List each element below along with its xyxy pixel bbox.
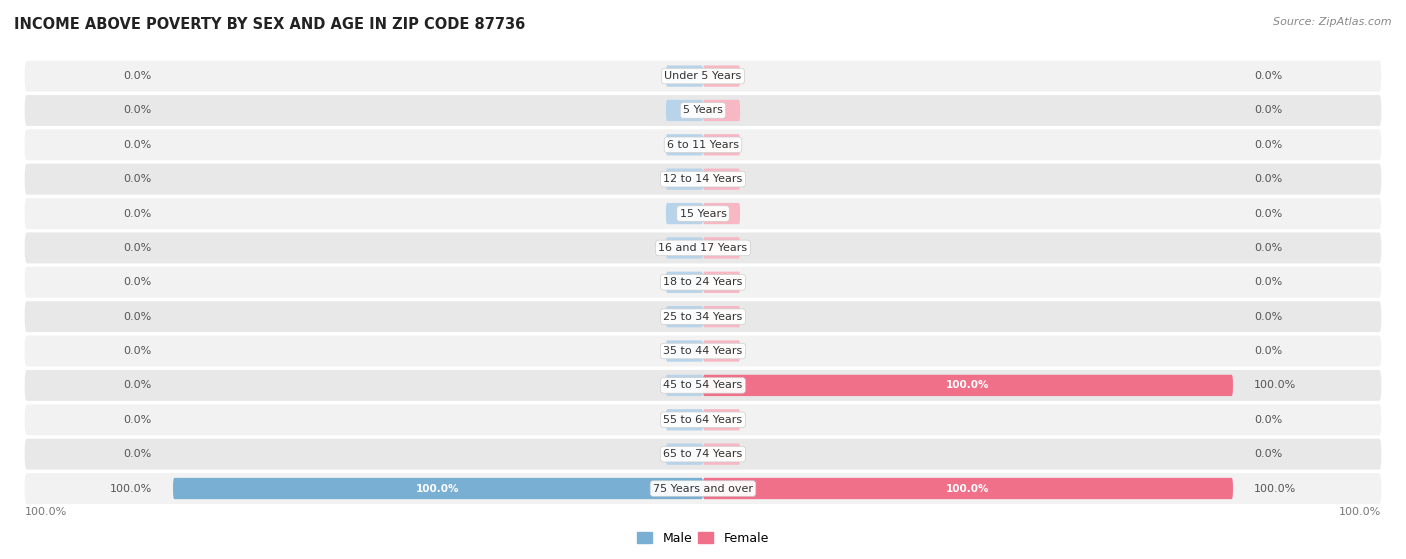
FancyBboxPatch shape — [703, 203, 740, 224]
Text: 0.0%: 0.0% — [1254, 277, 1282, 287]
Text: 0.0%: 0.0% — [1254, 243, 1282, 253]
Text: 0.0%: 0.0% — [1254, 449, 1282, 459]
Text: 100.0%: 100.0% — [110, 484, 152, 494]
Text: 0.0%: 0.0% — [124, 106, 152, 116]
Text: 0.0%: 0.0% — [1254, 346, 1282, 356]
Text: 100.0%: 100.0% — [1254, 484, 1296, 494]
FancyBboxPatch shape — [703, 272, 740, 293]
Text: 100.0%: 100.0% — [25, 507, 67, 517]
Legend: Male, Female: Male, Female — [633, 527, 773, 550]
FancyBboxPatch shape — [703, 306, 740, 328]
FancyBboxPatch shape — [703, 375, 1233, 396]
Text: INCOME ABOVE POVERTY BY SEX AND AGE IN ZIP CODE 87736: INCOME ABOVE POVERTY BY SEX AND AGE IN Z… — [14, 17, 526, 32]
FancyBboxPatch shape — [666, 409, 703, 430]
Text: 0.0%: 0.0% — [1254, 71, 1282, 81]
FancyBboxPatch shape — [703, 100, 740, 121]
FancyBboxPatch shape — [703, 65, 740, 87]
Text: 35 to 44 Years: 35 to 44 Years — [664, 346, 742, 356]
FancyBboxPatch shape — [25, 404, 1381, 435]
FancyBboxPatch shape — [666, 203, 703, 224]
Text: 5 Years: 5 Years — [683, 106, 723, 116]
Text: 45 to 54 Years: 45 to 54 Years — [664, 380, 742, 390]
Text: 6 to 11 Years: 6 to 11 Years — [666, 140, 740, 150]
FancyBboxPatch shape — [25, 164, 1381, 195]
Text: 0.0%: 0.0% — [1254, 106, 1282, 116]
FancyBboxPatch shape — [703, 340, 740, 362]
FancyBboxPatch shape — [703, 443, 740, 465]
FancyBboxPatch shape — [666, 168, 703, 190]
Text: 75 Years and over: 75 Years and over — [652, 484, 754, 494]
FancyBboxPatch shape — [25, 335, 1381, 367]
Text: 0.0%: 0.0% — [124, 380, 152, 390]
Text: 25 to 34 Years: 25 to 34 Years — [664, 312, 742, 321]
FancyBboxPatch shape — [703, 168, 740, 190]
Text: 0.0%: 0.0% — [124, 277, 152, 287]
Text: 16 and 17 Years: 16 and 17 Years — [658, 243, 748, 253]
FancyBboxPatch shape — [666, 340, 703, 362]
Text: 0.0%: 0.0% — [124, 71, 152, 81]
Text: 55 to 64 Years: 55 to 64 Years — [664, 415, 742, 425]
FancyBboxPatch shape — [25, 267, 1381, 298]
FancyBboxPatch shape — [703, 134, 740, 155]
FancyBboxPatch shape — [25, 370, 1381, 401]
FancyBboxPatch shape — [25, 301, 1381, 332]
FancyBboxPatch shape — [703, 237, 740, 259]
Text: 0.0%: 0.0% — [124, 209, 152, 219]
Text: 0.0%: 0.0% — [1254, 140, 1282, 150]
FancyBboxPatch shape — [703, 409, 740, 430]
Text: 0.0%: 0.0% — [124, 140, 152, 150]
Text: 0.0%: 0.0% — [1254, 209, 1282, 219]
FancyBboxPatch shape — [25, 473, 1381, 504]
FancyBboxPatch shape — [703, 478, 1233, 499]
FancyBboxPatch shape — [25, 60, 1381, 92]
FancyBboxPatch shape — [25, 439, 1381, 470]
Text: 18 to 24 Years: 18 to 24 Years — [664, 277, 742, 287]
FancyBboxPatch shape — [666, 306, 703, 328]
Text: 0.0%: 0.0% — [1254, 312, 1282, 321]
Text: 0.0%: 0.0% — [124, 346, 152, 356]
FancyBboxPatch shape — [666, 237, 703, 259]
Text: 15 Years: 15 Years — [679, 209, 727, 219]
Text: 0.0%: 0.0% — [1254, 174, 1282, 184]
Text: 0.0%: 0.0% — [124, 415, 152, 425]
FancyBboxPatch shape — [25, 198, 1381, 229]
Text: 0.0%: 0.0% — [1254, 415, 1282, 425]
Text: 100.0%: 100.0% — [946, 484, 990, 494]
Text: Under 5 Years: Under 5 Years — [665, 71, 741, 81]
Text: 0.0%: 0.0% — [124, 449, 152, 459]
Text: 12 to 14 Years: 12 to 14 Years — [664, 174, 742, 184]
FancyBboxPatch shape — [666, 134, 703, 155]
FancyBboxPatch shape — [25, 129, 1381, 160]
Text: Source: ZipAtlas.com: Source: ZipAtlas.com — [1274, 17, 1392, 27]
Text: 100.0%: 100.0% — [416, 484, 460, 494]
FancyBboxPatch shape — [25, 233, 1381, 263]
Text: 0.0%: 0.0% — [124, 312, 152, 321]
Text: 100.0%: 100.0% — [1254, 380, 1296, 390]
Text: 0.0%: 0.0% — [124, 174, 152, 184]
FancyBboxPatch shape — [666, 443, 703, 465]
FancyBboxPatch shape — [25, 95, 1381, 126]
FancyBboxPatch shape — [666, 272, 703, 293]
FancyBboxPatch shape — [666, 375, 703, 396]
Text: 0.0%: 0.0% — [124, 243, 152, 253]
FancyBboxPatch shape — [173, 478, 703, 499]
Text: 65 to 74 Years: 65 to 74 Years — [664, 449, 742, 459]
Text: 100.0%: 100.0% — [946, 380, 990, 390]
FancyBboxPatch shape — [666, 100, 703, 121]
Text: 100.0%: 100.0% — [1339, 507, 1381, 517]
FancyBboxPatch shape — [666, 65, 703, 87]
